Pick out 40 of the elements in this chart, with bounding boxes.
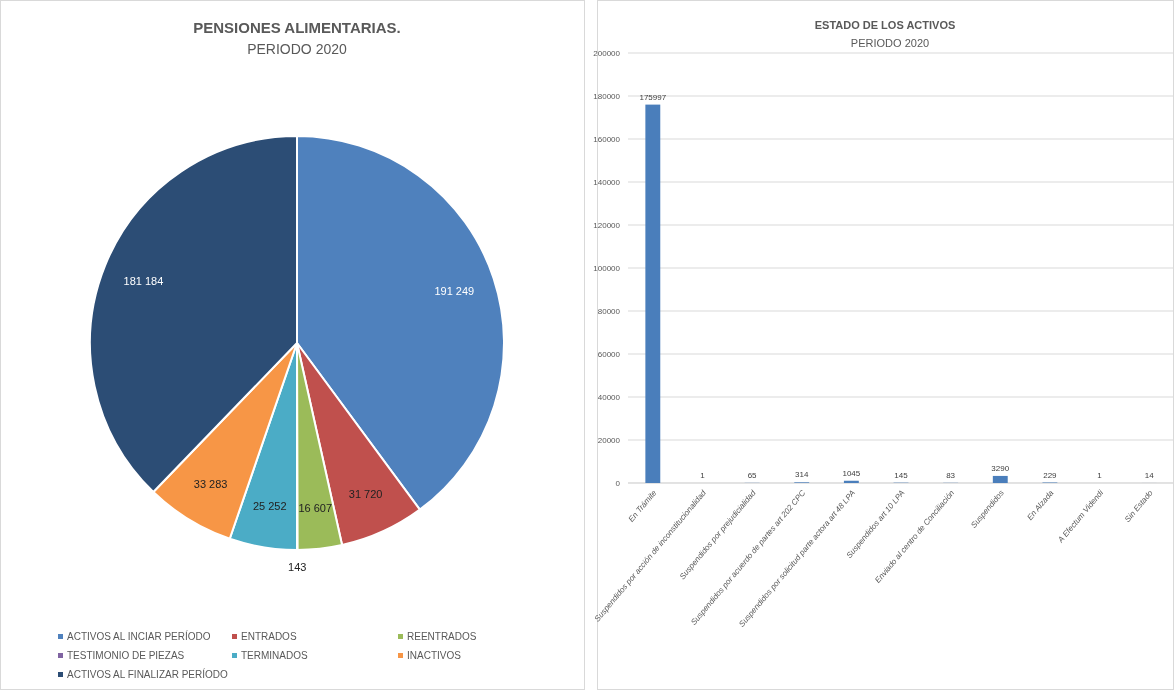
y-tick-label: 160000	[593, 135, 621, 144]
data-label: 181 184	[123, 275, 164, 288]
y-tick-label: 140000	[593, 178, 621, 187]
data-label: 31 720	[348, 487, 383, 500]
chart-title: PENSIONES ALIMENTARIAS.	[193, 19, 401, 36]
data-label: 229	[1043, 470, 1058, 480]
data-label: 1	[1097, 471, 1103, 480]
legend-label: ACTIVOS AL INCIAR PERÍODO	[67, 630, 211, 642]
data-label: 25 252	[252, 500, 287, 513]
data-label: 314	[795, 470, 809, 480]
data-label: 3290	[991, 463, 1010, 473]
y-tick-label: 200000	[593, 49, 621, 58]
y-tick-label: 100000	[593, 264, 621, 273]
legend-label: ENTRADOS	[241, 631, 297, 642]
data-label: 14	[1144, 470, 1155, 480]
y-tick-label: 40000	[597, 393, 621, 402]
y-tick-label: 0	[615, 479, 621, 488]
legend-label: TERMINADOS	[241, 650, 308, 661]
legend-label: TESTIMONIO DE PIEZAS	[67, 650, 185, 661]
y-tick-label: 60000	[597, 350, 621, 359]
y-tick-label: 120000	[593, 221, 621, 230]
data-label: 65	[747, 470, 758, 480]
data-label: 1	[700, 471, 706, 480]
data-label: 191 249	[434, 285, 475, 298]
y-tick-label: 80000	[597, 307, 621, 316]
data-label: 16 607	[298, 501, 333, 514]
legend-label: REENTRADOS	[407, 631, 477, 642]
data-label: 145	[894, 470, 909, 480]
data-label: 1045	[842, 468, 861, 478]
data-label: 83	[946, 470, 956, 480]
y-tick-label: 20000	[597, 436, 621, 445]
y-tick-label: 180000	[593, 92, 621, 101]
data-label: 175997	[639, 92, 667, 102]
legend-label: INACTIVOS	[407, 650, 462, 661]
data-label: 143	[288, 560, 307, 573]
chart-subtitle: PERIODO 2020	[850, 37, 930, 49]
legend-label: ACTIVOS AL FINALIZAR PERÍODO	[67, 668, 228, 680]
data-label: 33 283	[193, 478, 228, 491]
chart-subtitle: PERIODO 2020	[247, 41, 348, 57]
chart-title: ESTADO DE LOS ACTIVOS	[814, 19, 956, 31]
